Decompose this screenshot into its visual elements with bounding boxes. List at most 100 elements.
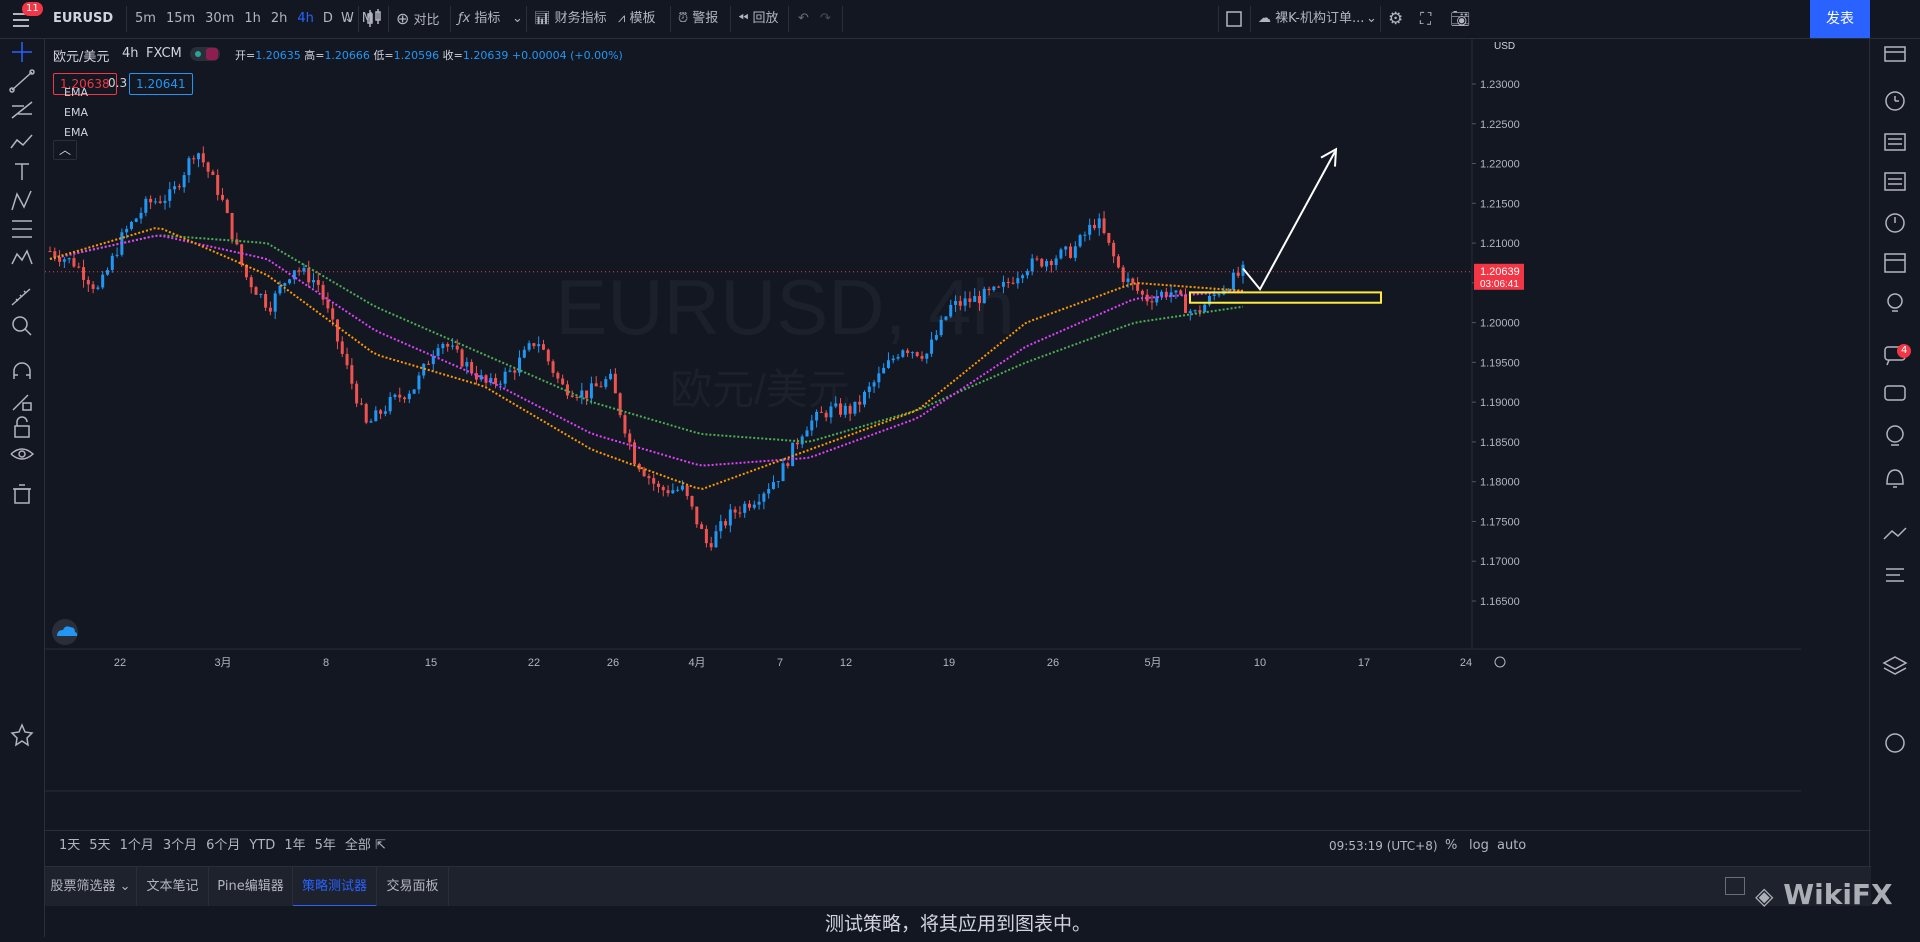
currency-label[interactable]: USD xyxy=(1494,41,1515,52)
watchlist-icon[interactable] xyxy=(1884,46,1906,62)
ema-label-2[interactable]: EMA xyxy=(64,106,88,119)
message-icon[interactable] xyxy=(1884,385,1906,401)
templates-button[interactable]: ⩘ 模板 xyxy=(618,0,656,38)
chart-canvas[interactable]: EURUSD, 4h 欧元/美元 1.23000 1.22500 1.22000 1.21… xyxy=(45,39,1801,797)
indicators-button[interactable]: ƒx 指标 xyxy=(458,0,500,38)
alert-button[interactable]: ⏰︎ 警报 xyxy=(678,0,718,38)
support-zone-rectangle[interactable] xyxy=(1189,291,1382,304)
candle xyxy=(1030,258,1034,272)
undo-icon[interactable]: ↶ xyxy=(798,11,809,26)
candle xyxy=(1198,310,1202,313)
range-1天[interactable]: 1天 xyxy=(59,838,81,853)
help-icon[interactable] xyxy=(1885,733,1905,753)
fib-icon[interactable] xyxy=(11,101,33,119)
sell-price-button[interactable]: 1.20638 xyxy=(53,73,117,95)
trend-line-icon[interactable] xyxy=(9,69,35,93)
timeframe-4h[interactable]: 4h xyxy=(297,11,314,26)
chevron-down-icon[interactable]: ⌄ xyxy=(344,11,355,26)
auto-toggle[interactable]: auto xyxy=(1497,838,1527,853)
idea-icon[interactable] xyxy=(1886,425,1904,446)
replay-button[interactable]: ⏪︎ 回放 xyxy=(738,0,779,38)
compare-button[interactable]: ⊕ 对比 xyxy=(396,0,440,38)
ema-label-3[interactable]: EMA xyxy=(64,126,88,139)
candle xyxy=(623,415,627,434)
ruler-lines-icon[interactable] xyxy=(12,220,32,238)
notes-icon[interactable] xyxy=(1884,172,1906,191)
lock-icon[interactable] xyxy=(14,416,30,438)
gear-icon[interactable]: ⚙︎ xyxy=(1388,9,1404,29)
clock-icon[interactable] xyxy=(1885,213,1905,233)
tab-trading-panel[interactable]: 交易面板 xyxy=(377,867,449,907)
bell-icon[interactable] xyxy=(1886,469,1904,488)
crosshair-icon[interactable] xyxy=(12,42,32,62)
range-全部[interactable]: 全部 xyxy=(344,838,371,853)
collapse-legend-button[interactable]: ︿ xyxy=(53,140,77,160)
axis-settings-icon[interactable] xyxy=(1494,656,1506,668)
timeframe-15m[interactable]: 15m xyxy=(165,11,196,26)
star-icon[interactable] xyxy=(10,723,34,747)
layers-icon[interactable] xyxy=(1882,656,1908,675)
candle xyxy=(326,299,330,309)
financials-button[interactable]: 📊︎ 财务指标 xyxy=(534,0,607,38)
candle xyxy=(192,158,196,160)
calendar-icon[interactable] xyxy=(1884,253,1906,273)
xabcd-icon[interactable] xyxy=(11,190,32,211)
icon-tools-icon[interactable] xyxy=(11,249,33,265)
buy-price-button[interactable]: 1.20641 xyxy=(129,73,193,95)
fullscreen-icon[interactable]: ⛶ xyxy=(1420,9,1432,28)
symbol-search[interactable]: EURUSD xyxy=(53,11,114,26)
range-5年[interactable]: 5年 xyxy=(314,838,336,853)
timeframe-W[interactable]: W xyxy=(340,11,354,26)
chart-type-button[interactable] xyxy=(366,0,382,38)
chart-area[interactable]: EURUSD, 4h 欧元/美元 1.23000 1.22500 1.22000 1.21… xyxy=(45,39,1801,797)
ema-label-1[interactable]: EMA xyxy=(64,86,88,99)
projection-arrow[interactable] xyxy=(1242,151,1336,291)
range-3个月[interactable]: 3个月 xyxy=(162,838,198,853)
lock-pencil-icon[interactable] xyxy=(12,394,32,411)
magnet-icon[interactable] xyxy=(13,362,31,379)
percent-toggle[interactable]: % xyxy=(1445,838,1458,853)
text-icon[interactable] xyxy=(15,163,29,180)
candle xyxy=(671,490,675,494)
lightbulb-icon[interactable] xyxy=(1887,293,1903,312)
tab-screener[interactable]: 股票筛选器 ⌄ xyxy=(45,867,137,907)
chevron-down-icon[interactable]: ⌄ xyxy=(512,11,523,26)
time-tick-label: 22 xyxy=(114,657,126,669)
trend-icon[interactable] xyxy=(1883,527,1907,540)
range-1年[interactable]: 1年 xyxy=(284,838,306,853)
range-6个月[interactable]: 6个月 xyxy=(206,838,241,853)
eye-icon[interactable] xyxy=(10,448,35,460)
candle xyxy=(62,259,66,262)
tab-pine-editor[interactable]: Pine编辑器 xyxy=(209,867,293,907)
dom-icon[interactable] xyxy=(1886,568,1904,582)
redo-icon[interactable]: ↷ xyxy=(820,11,831,26)
measure-icon[interactable] xyxy=(11,288,31,306)
chevron-down-icon[interactable]: ⌄ xyxy=(1366,11,1377,26)
clock-time[interactable]: 09:53:19 (UTC+8) xyxy=(1329,839,1438,853)
zoom-icon[interactable] xyxy=(12,316,32,336)
tab-strategy-tester[interactable]: 策略测试器 xyxy=(293,867,377,907)
ohlc-row: 开=1.20635 高=1.20666 低=1.20596 收=1.20639 … xyxy=(235,47,623,63)
tab-text-notes[interactable]: 文本笔记 xyxy=(137,867,209,907)
log-toggle[interactable]: log xyxy=(1469,838,1489,853)
layout-square-icon[interactable] xyxy=(1226,0,1242,38)
trash-icon[interactable] xyxy=(13,484,31,504)
news-icon[interactable] xyxy=(1884,133,1906,151)
timeframe-D[interactable]: D xyxy=(322,11,333,26)
goto-date-icon[interactable]: ⇱ xyxy=(375,838,386,853)
alarm-clock-icon[interactable] xyxy=(1885,91,1905,111)
timeframe-2h[interactable]: 2h xyxy=(270,11,288,26)
range-YTD[interactable]: YTD xyxy=(249,838,276,853)
publish-button[interactable]: 发表 xyxy=(1810,0,1870,38)
timeframe-1h[interactable]: 1h xyxy=(244,11,261,26)
camera-icon[interactable]: 📷︎ xyxy=(1450,9,1471,28)
layout-selector[interactable]: ☁︎ 裸K-机构订单... xyxy=(1258,0,1364,38)
pattern-icon[interactable] xyxy=(10,134,33,149)
range-1个月[interactable]: 1个月 xyxy=(119,838,154,853)
maximize-panel-icon[interactable] xyxy=(1725,877,1745,895)
timeframe-5m[interactable]: 5m xyxy=(135,11,156,26)
range-5天[interactable]: 5天 xyxy=(89,838,111,853)
timeframe-30m[interactable]: 30m xyxy=(205,11,235,26)
candle xyxy=(82,267,86,280)
candle xyxy=(642,469,646,477)
